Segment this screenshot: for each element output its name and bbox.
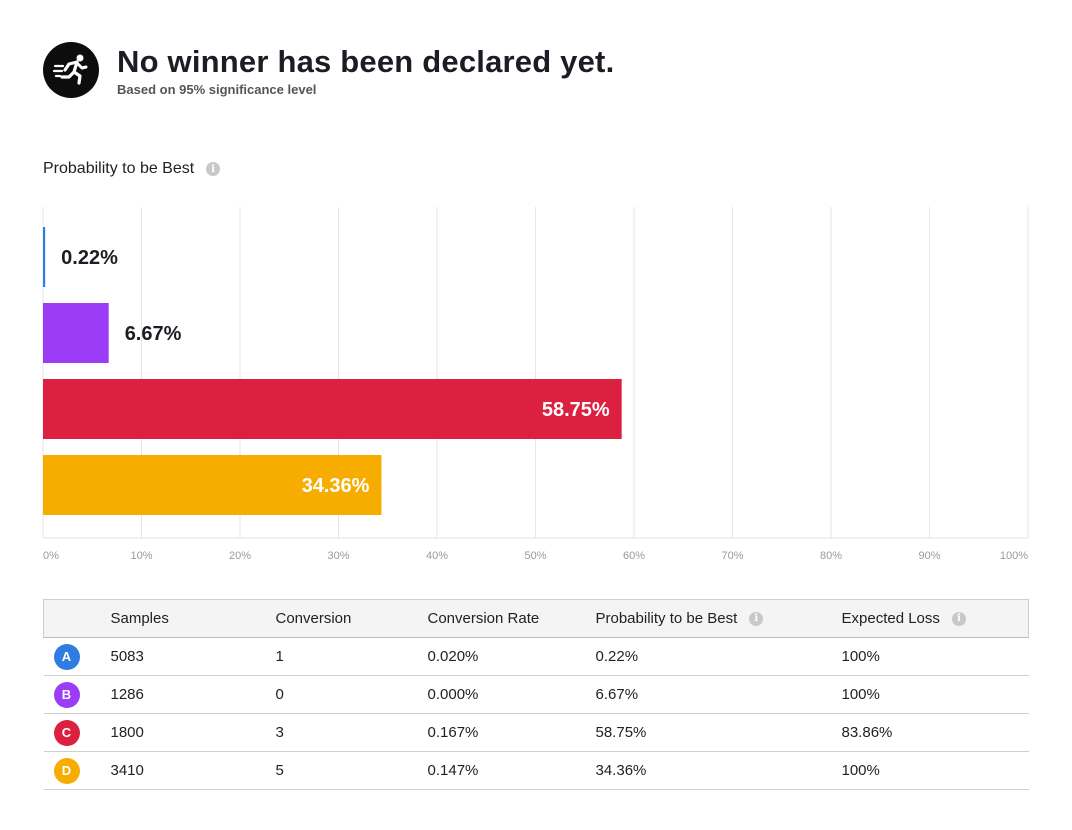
- x-tick-label: 40%: [426, 550, 448, 562]
- conversion-cell: 5: [275, 751, 428, 790]
- header-cell-probability: Probability to be Best i: [595, 599, 842, 638]
- header-cell-samples: Samples: [110, 599, 276, 638]
- conversion-cell: 1: [275, 637, 428, 676]
- x-tick-label: 10%: [130, 550, 152, 562]
- x-tick-label: 60%: [623, 550, 645, 562]
- header-label-probability: Probability to be Best: [595, 610, 738, 627]
- header-cell-variant: [43, 599, 111, 638]
- running-person-icon: [43, 42, 99, 98]
- x-tick-label: 20%: [229, 550, 251, 562]
- expected-loss-cell: 100%: [841, 751, 1029, 790]
- samples-cell: 1800: [110, 713, 276, 752]
- header: No winner has been declared yet. Based o…: [43, 42, 614, 98]
- conversion-cell: 0: [275, 675, 428, 714]
- page-subtitle: Based on 95% significance level: [117, 81, 317, 97]
- header-cell-conversion-rate: Conversion Rate: [427, 599, 596, 638]
- expected-loss-cell: 83.86%: [841, 713, 1029, 752]
- probability-cell: 34.36%: [595, 751, 842, 790]
- info-icon[interactable]: i: [749, 611, 764, 626]
- probability-cell: 6.67%: [595, 675, 842, 714]
- x-tick-label: 80%: [820, 550, 842, 562]
- conversion-cell: 3: [275, 713, 428, 752]
- page-title: No winner has been declared yet.: [117, 43, 615, 79]
- expected-loss-cell: 100%: [841, 675, 1029, 714]
- samples-cell: 1286: [110, 675, 276, 714]
- bar-a: [43, 227, 46, 287]
- probability-cell: 0.22%: [595, 637, 842, 676]
- table-row: A 5083 1 0.020% 0.22% 100%: [43, 637, 1029, 676]
- conversion-rate-cell: 0.020%: [427, 637, 596, 676]
- header-cell-expected-loss: Expected Loss i: [841, 599, 1029, 638]
- variant-badge-cell: C: [43, 713, 111, 752]
- samples-cell: 3410: [110, 751, 276, 790]
- header-label-expected-loss: Expected Loss: [841, 610, 940, 627]
- bar-value-label: 58.75%: [542, 399, 610, 421]
- variant-badge: B: [53, 681, 80, 708]
- info-icon[interactable]: i: [951, 611, 966, 626]
- results-table: Samples Conversion Conversion Rate Proba…: [43, 599, 1029, 790]
- conversion-rate-cell: 0.167%: [427, 713, 596, 752]
- x-tick-label: 100%: [1000, 550, 1028, 562]
- x-tick-label: 50%: [524, 550, 546, 562]
- table-row: C 1800 3 0.167% 58.75% 83.86%: [43, 713, 1029, 752]
- info-icon[interactable]: i: [206, 162, 221, 176]
- x-tick-label: 90%: [918, 550, 940, 562]
- variant-badge-cell: D: [43, 751, 111, 790]
- variant-badge: D: [53, 757, 80, 784]
- expected-loss-cell: 100%: [841, 637, 1029, 676]
- x-tick-label: 30%: [327, 550, 349, 562]
- probability-cell: 58.75%: [595, 713, 842, 752]
- bar-value-label: 34.36%: [302, 475, 370, 497]
- x-tick-label: 0%: [43, 550, 59, 562]
- bar-value-label: 0.22%: [61, 247, 118, 269]
- header-cell-conversion: Conversion: [275, 599, 428, 638]
- table-header-row: Samples Conversion Conversion Rate Proba…: [43, 599, 1029, 638]
- samples-cell: 5083: [110, 637, 276, 676]
- conversion-rate-cell: 0.000%: [427, 675, 596, 714]
- x-tick-label: 70%: [721, 550, 743, 562]
- chart-section-label: Probability to be Best i: [43, 160, 221, 178]
- bar-d: [43, 455, 382, 515]
- bar-value-label: 6.67%: [125, 323, 182, 345]
- table-row: B 1286 0 0.000% 6.67% 100%: [43, 675, 1029, 714]
- probability-bar-chart: 0% 10% 20% 30% 40% 50% 60% 70% 80% 90% 100% 0.22% 6.…: [42, 207, 1029, 562]
- variant-badge-cell: A: [43, 637, 111, 676]
- bar-c: [43, 379, 622, 439]
- variant-badge: A: [53, 643, 80, 670]
- bar-b: [43, 303, 109, 363]
- chart-title: Probability to be Best: [43, 160, 195, 177]
- table-row: D 3410 5 0.147% 34.36% 100%: [43, 751, 1029, 790]
- variant-badge-cell: B: [43, 675, 111, 714]
- conversion-rate-cell: 0.147%: [427, 751, 596, 790]
- variant-badge: C: [53, 719, 80, 746]
